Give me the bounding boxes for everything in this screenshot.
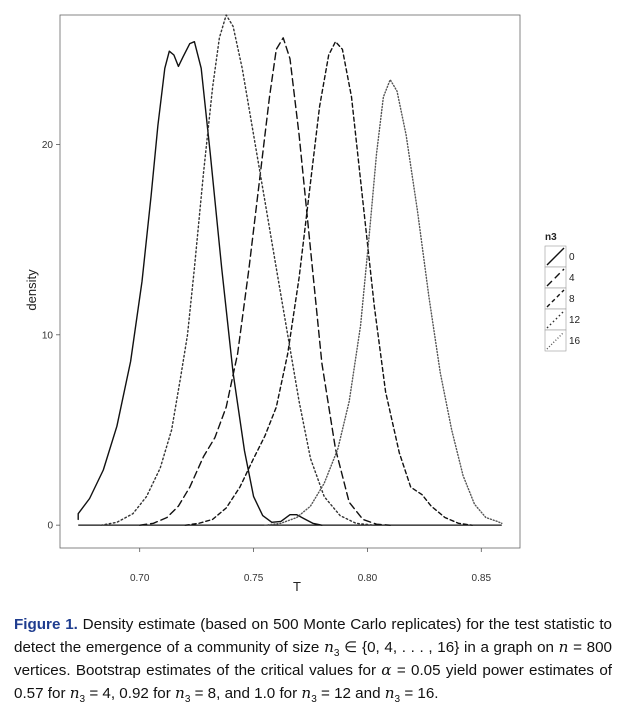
caption-var-n: n (301, 684, 312, 702)
y-tick-label: 10 (42, 330, 54, 341)
caption-text-8: = 16. (400, 685, 439, 702)
y-tick-label: 0 (47, 521, 53, 532)
caption-text-6: = 8, and 1.0 for (190, 685, 302, 702)
density-curve-n3-4 (138, 37, 391, 526)
legend-key-line (546, 268, 565, 287)
caption-text-1: Density estimate (based on 500 Monte Car… (14, 616, 613, 656)
caption-text-3: = 800 vertices. Bootstrap estimates of t… (14, 639, 612, 679)
y-tick-label: 20 (42, 140, 54, 151)
caption-sub: 3 (311, 694, 317, 706)
legend-title: n3 (545, 232, 557, 243)
caption-text-5: = 4, 0.92 for (85, 685, 176, 702)
figure-caption: Figure 1. Density estimate (based on 500… (14, 614, 612, 705)
density-curve-n3-12 (100, 14, 375, 526)
legend-label: 4 (569, 273, 575, 284)
caption-sub: 3 (79, 694, 86, 706)
legend-key-line (546, 247, 565, 266)
y-axis: 0 10 20 (42, 140, 60, 532)
density-curve-n3-0 (77, 41, 323, 526)
caption-label: Figure 1. (14, 616, 78, 633)
caption-var-n: n (324, 638, 334, 656)
density-chart: 0.70 0.75 0.80 0.85 0 10 20 T density n3 0 4 8 1… (24, 14, 581, 594)
x-tick-label: 0.85 (472, 573, 492, 584)
y-axis-label: density (24, 269, 39, 311)
density-curve-n3-16 (264, 78, 503, 526)
x-tick-label: 0.75 (244, 573, 264, 584)
caption-var-n: n (558, 638, 569, 656)
caption-text-7: = 12 and (316, 685, 385, 702)
legend-label: 0 (569, 252, 575, 263)
x-tick-label: 0.80 (358, 573, 378, 584)
caption-sub: 3 (394, 694, 401, 706)
density-curves (77, 14, 503, 526)
legend-key-line (546, 331, 565, 350)
caption-sub: 3 (184, 694, 191, 706)
x-tick-label: 0.70 (130, 573, 150, 584)
legend: n3 0 4 8 12 16 (544, 232, 581, 352)
density-curve-n3-8 (184, 41, 473, 526)
legend-label: 12 (569, 315, 581, 326)
plot-panel (59, 14, 521, 549)
legend-label: 16 (569, 336, 581, 347)
x-axis-label: T (293, 579, 301, 594)
caption-text-2: ∈ {0, 4, . . . , 16} in a graph on (339, 639, 559, 656)
caption-var-alpha: α (381, 661, 392, 679)
caption-var-n: n (384, 684, 395, 702)
caption-sub: 3 (333, 648, 340, 660)
x-axis: 0.70 0.75 0.80 0.85 (130, 548, 491, 584)
caption-var-n: n (175, 684, 185, 702)
caption-var-n: n (69, 684, 80, 702)
legend-label: 8 (569, 294, 575, 305)
caption-text-4: = 0.05 yield power estimates of 0.57 for (14, 662, 612, 702)
